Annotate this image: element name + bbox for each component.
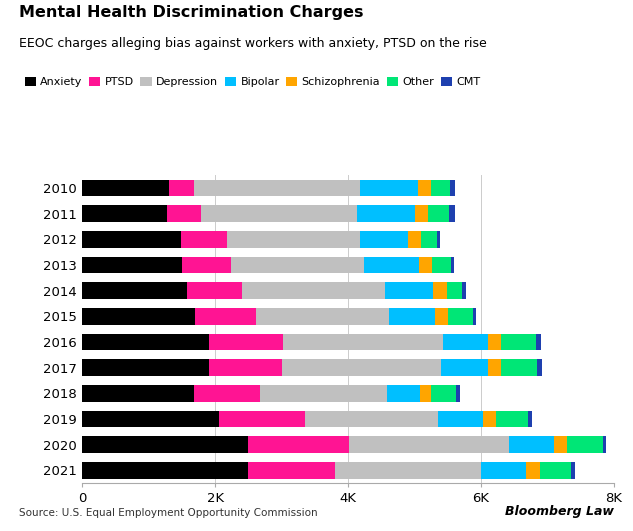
Bar	[82, 359, 209, 376]
Bar	[450, 179, 455, 196]
Bar	[82, 333, 209, 350]
Bar	[389, 308, 435, 325]
Bar	[496, 410, 529, 427]
Bar	[249, 462, 335, 479]
Bar	[539, 462, 572, 479]
Bar	[256, 308, 389, 325]
Bar	[442, 333, 488, 350]
Bar	[82, 205, 167, 222]
Bar	[473, 308, 477, 325]
Bar	[536, 333, 541, 350]
Bar	[509, 436, 555, 453]
Bar	[218, 410, 305, 427]
Bar	[603, 436, 606, 453]
Bar	[209, 359, 282, 376]
Bar	[335, 462, 481, 479]
Text: Source: U.S. Equal Employment Opportunity Commission: Source: U.S. Equal Employment Opportunit…	[19, 508, 318, 518]
Bar	[82, 385, 194, 402]
Bar	[82, 308, 195, 325]
Bar	[501, 359, 537, 376]
Bar	[451, 256, 454, 273]
Bar	[422, 231, 437, 248]
Bar	[435, 308, 448, 325]
Bar	[182, 256, 231, 273]
Bar	[408, 231, 422, 248]
Bar	[194, 179, 360, 196]
Bar	[360, 179, 418, 196]
Bar	[357, 205, 415, 222]
Bar	[82, 231, 180, 248]
Bar	[387, 385, 420, 402]
Bar	[526, 462, 539, 479]
Bar	[568, 436, 603, 453]
Text: Bloomberg Law: Bloomberg Law	[505, 505, 614, 518]
Bar	[438, 410, 483, 427]
Bar	[364, 256, 418, 273]
Bar	[449, 205, 455, 222]
Bar	[82, 256, 182, 273]
Bar	[283, 333, 442, 350]
Bar	[428, 205, 449, 222]
Bar	[282, 359, 441, 376]
Bar	[529, 410, 532, 427]
Bar	[82, 410, 218, 427]
Bar	[501, 333, 536, 350]
Bar	[431, 179, 450, 196]
Text: EEOC charges alleging bias against workers with anxiety, PTSD on the rise: EEOC charges alleging bias against worke…	[19, 37, 487, 50]
Bar	[537, 359, 542, 376]
Text: Mental Health Discrimination Charges: Mental Health Discrimination Charges	[19, 5, 363, 20]
Bar	[82, 282, 187, 299]
Bar	[431, 385, 456, 402]
Bar	[432, 256, 451, 273]
Bar	[415, 205, 428, 222]
Bar	[360, 231, 408, 248]
Bar	[349, 436, 509, 453]
Bar	[167, 205, 201, 222]
Bar	[448, 308, 473, 325]
Bar	[385, 282, 433, 299]
Bar	[194, 385, 260, 402]
Bar	[82, 179, 168, 196]
Bar	[437, 231, 440, 248]
Bar	[201, 205, 357, 222]
Bar	[488, 333, 501, 350]
Bar	[463, 282, 466, 299]
Bar	[481, 462, 526, 479]
Legend: Anxiety, PTSD, Depression, Bipolar, Schizophrenia, Other, CMT: Anxiety, PTSD, Depression, Bipolar, Schi…	[25, 77, 480, 88]
Bar	[488, 359, 501, 376]
Bar	[168, 179, 194, 196]
Bar	[446, 282, 463, 299]
Bar	[572, 462, 575, 479]
Bar	[305, 410, 438, 427]
Bar	[209, 333, 283, 350]
Bar	[249, 436, 349, 453]
Bar	[242, 282, 385, 299]
Bar	[82, 436, 249, 453]
Bar	[195, 308, 256, 325]
Bar	[82, 462, 249, 479]
Bar	[418, 179, 431, 196]
Bar	[433, 282, 446, 299]
Bar	[456, 385, 460, 402]
Bar	[260, 385, 387, 402]
Bar	[187, 282, 242, 299]
Bar	[483, 410, 496, 427]
Bar	[227, 231, 360, 248]
Bar	[420, 385, 431, 402]
Bar	[418, 256, 432, 273]
Bar	[555, 436, 568, 453]
Bar	[441, 359, 488, 376]
Bar	[231, 256, 364, 273]
Bar	[180, 231, 227, 248]
